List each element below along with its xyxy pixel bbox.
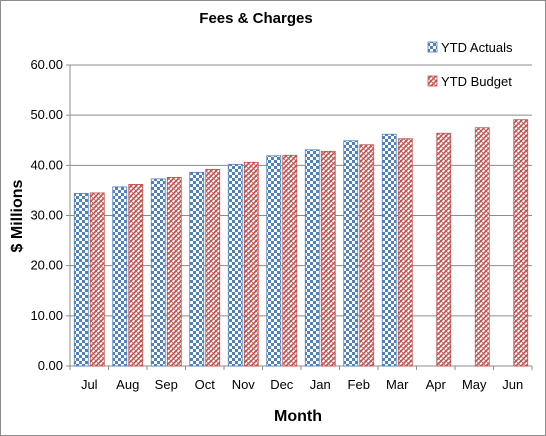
axes xyxy=(66,64,533,370)
x-tick-label-mar: Mar xyxy=(386,377,409,392)
bar-ytd-actuals-jul xyxy=(73,193,89,367)
y-tick-labels: 0.00 10.00 20.00 30.00 40.00 50.00 60.00 xyxy=(30,57,63,373)
bar-ytd-actuals-aug xyxy=(112,186,128,367)
y-tick-label: 0.00 xyxy=(38,358,63,373)
y-tick-label: 60.00 xyxy=(30,57,63,72)
y-tick-label: 20.00 xyxy=(30,258,63,273)
legend-swatch-ytd-actuals xyxy=(427,41,438,53)
bar-ytd-budget-jun xyxy=(513,119,529,367)
x-tick-label-dec: Dec xyxy=(270,377,294,392)
bar-ytd-actuals-jan xyxy=(304,149,320,367)
x-tick-label-jun: Jun xyxy=(502,377,523,392)
legend-label-ytd-budget: YTD Budget xyxy=(441,74,512,89)
bar-ytd-actuals-oct xyxy=(189,171,205,367)
y-tick-label: 50.00 xyxy=(30,107,63,122)
x-tick-label-sep: Sep xyxy=(155,377,178,392)
bar-ytd-budget-jan xyxy=(320,150,336,367)
bar-ytd-budget-may xyxy=(474,127,490,367)
x-tick-label-oct: Oct xyxy=(195,377,216,392)
bar-ytd-actuals-feb xyxy=(343,140,359,367)
chart-title: Fees & Charges xyxy=(199,10,312,27)
x-tick-label-aug: Aug xyxy=(116,377,139,392)
x-axis-title: Month xyxy=(274,408,322,425)
bar-ytd-actuals-nov xyxy=(227,163,243,367)
bar-ytd-budget-aug xyxy=(128,183,144,367)
bar-ytd-budget-sep xyxy=(166,176,182,367)
y-tick-label: 30.00 xyxy=(30,208,63,223)
legend-swatch-ytd-budget xyxy=(427,75,438,87)
bar-ytd-budget-oct xyxy=(205,168,221,367)
bar-ytd-budget-jul xyxy=(89,192,105,367)
x-tick-label-feb: Feb xyxy=(348,377,370,392)
bar-ytd-budget-dec xyxy=(282,154,298,367)
x-tick-labels: Jul Aug Sep Oct Nov Dec Jan Feb Mar Apr May Jun xyxy=(81,377,523,392)
x-tick-label-jan: Jan xyxy=(310,377,331,392)
bars xyxy=(73,119,529,367)
bar-ytd-actuals-mar xyxy=(381,133,397,367)
gridlines xyxy=(70,64,532,317)
bar-ytd-actuals-dec xyxy=(266,155,282,367)
bar-ytd-budget-feb xyxy=(359,144,375,367)
bar-ytd-actuals-sep xyxy=(150,178,166,367)
bar-ytd-budget-nov xyxy=(243,161,259,367)
x-tick-label-may: May xyxy=(462,377,487,392)
x-tick-label-nov: Nov xyxy=(232,377,256,392)
x-tick-label-apr: Apr xyxy=(426,377,447,392)
legend-label-ytd-actuals: YTD Actuals xyxy=(441,40,513,55)
legend: YTD Actuals YTD Budget xyxy=(427,40,513,89)
y-tick-label: 10.00 xyxy=(30,308,63,323)
y-axis-title: $ Millions xyxy=(9,179,26,252)
y-tick-label: 40.00 xyxy=(30,157,63,172)
bar-ytd-budget-mar xyxy=(397,138,413,367)
x-tick-label-jul: Jul xyxy=(81,377,98,392)
bar-ytd-budget-apr xyxy=(436,132,452,367)
